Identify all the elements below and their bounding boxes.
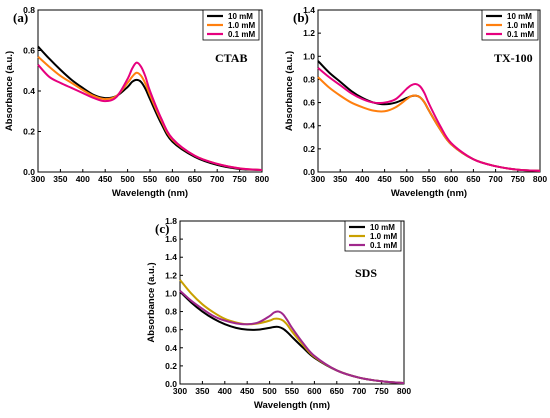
x-tick-label: 750 <box>375 386 389 396</box>
x-tick-label: 800 <box>255 174 269 184</box>
x-tick-label: 450 <box>240 386 254 396</box>
x-tick-label: 300 <box>311 174 325 184</box>
y-tick-label: 0.2 <box>23 127 35 137</box>
series-line-10-mM <box>317 60 541 172</box>
x-tick-label: 700 <box>210 174 224 184</box>
y-tick-label: 1.6 <box>165 234 177 244</box>
series-line-10-mM <box>179 290 405 385</box>
x-tick-label: 650 <box>466 174 480 184</box>
x-axis-label: Wavelength (nm) <box>112 188 188 199</box>
x-axis-label: Wavelength (nm) <box>254 400 330 411</box>
chart-panel-b: 300 350 400 450 500 550 600 650 700 750 800 0.0 0.2 0… <box>284 5 547 199</box>
x-tick-label: 400 <box>355 174 369 184</box>
x-tick-label: 450 <box>98 174 112 184</box>
y-axis-label: Absorbance (a.u.) <box>284 51 295 131</box>
y-tick-label: 0.0 <box>23 167 35 177</box>
x-tick-label: 400 <box>76 174 90 184</box>
y-axis-label: Absorbance (a.u.) <box>4 51 15 131</box>
y-tick-label: 0.8 <box>165 307 177 317</box>
y-tick-label: 0.4 <box>165 343 177 353</box>
x-tick-label: 800 <box>533 174 547 184</box>
surfactant-label: TX-100 <box>494 51 533 65</box>
x-tick-label: 550 <box>285 386 299 396</box>
y-tick-label: 0.0 <box>165 379 177 389</box>
x-tick-label: 750 <box>511 174 525 184</box>
series-line-1-0-mM <box>37 55 263 171</box>
x-tick-label: 300 <box>173 386 187 396</box>
series-line-1-0-mM <box>179 279 405 385</box>
x-tick-label: 800 <box>397 386 411 396</box>
x-tick-label: 550 <box>422 174 436 184</box>
y-tick-label: 1.0 <box>165 288 177 298</box>
x-tick-label: 500 <box>400 174 414 184</box>
surfactant-label: CTAB <box>215 51 247 65</box>
x-tick-label: 700 <box>489 174 503 184</box>
x-tick-label: 650 <box>188 174 202 184</box>
y-axis-label: Absorbance (a.u.) <box>146 262 157 342</box>
chart-panel-c: 300 350 400 450 500 550 600 650 700 750 800 0.0 0.2 0… <box>146 216 411 411</box>
legend: 10 mM1.0 mM0.1 mM <box>481 9 539 41</box>
x-tick-label: 750 <box>233 174 247 184</box>
x-tick-label: 500 <box>263 386 277 396</box>
x-tick-label: 350 <box>333 174 347 184</box>
y-tick-label: 0.2 <box>303 144 315 154</box>
legend-entry: 1.0 mM <box>370 232 397 241</box>
y-tick-label: 0.8 <box>23 5 35 15</box>
x-tick-label: 600 <box>165 174 179 184</box>
x-tick-label: 600 <box>307 386 321 396</box>
y-tick-label: 1.8 <box>165 216 177 226</box>
legend-entry: 0.1 mM <box>370 241 397 250</box>
x-tick-label: 450 <box>378 174 392 184</box>
y-tick-label: 1.0 <box>303 51 315 61</box>
y-tick-label: 0.4 <box>23 86 35 96</box>
y-tick-label: 0.0 <box>303 167 315 177</box>
x-tick-label: 700 <box>352 386 366 396</box>
panel-label: (b) <box>293 10 309 25</box>
legend: 10 mM1.0 mM0.1 mM <box>202 9 260 41</box>
y-tick-label: 0.6 <box>165 325 177 335</box>
y-tick-label: 0.4 <box>303 121 315 131</box>
x-tick-label: 500 <box>121 174 135 184</box>
legend-entry: 10 mM <box>507 12 532 21</box>
x-tick-label: 350 <box>195 386 209 396</box>
x-tick-label: 350 <box>53 174 67 184</box>
series-line-0-1-mM <box>37 61 263 171</box>
x-axis-label: Wavelength (nm) <box>391 188 467 199</box>
legend-entry: 1.0 mM <box>507 21 534 30</box>
legend-entry: 10 mM <box>228 12 253 21</box>
panel-label: (c) <box>155 221 169 236</box>
y-tick-label: 1.2 <box>165 270 177 280</box>
legend-entry: 10 mM <box>370 223 395 232</box>
legend-entry: 0.1 mM <box>507 30 534 39</box>
x-tick-label: 600 <box>444 174 458 184</box>
y-tick-label: 0.6 <box>23 46 35 56</box>
legend-entry: 1.0 mM <box>228 21 255 30</box>
panel-label: (a) <box>13 10 28 25</box>
y-tick-label: 0.2 <box>165 361 177 371</box>
x-tick-label: 300 <box>31 174 45 184</box>
y-tick-label: 0.6 <box>303 98 315 108</box>
x-tick-label: 400 <box>218 386 232 396</box>
x-tick-label: 550 <box>143 174 157 184</box>
x-tick-label: 650 <box>330 386 344 396</box>
surfactant-label: SDS <box>355 266 377 280</box>
legend-entry: 0.1 mM <box>228 30 255 39</box>
series-line-0-1-mM <box>317 67 541 172</box>
y-tick-label: 1.4 <box>165 252 177 262</box>
chart-panel-a: 300 350 400 450 500 550 600 650 700 750 800 0.0 0.2 0… <box>4 5 269 199</box>
series-line-0-1-mM <box>179 289 405 385</box>
y-tick-label: 1.4 <box>303 5 315 15</box>
y-tick-label: 1.2 <box>303 28 315 38</box>
legend: 10 mM1.0 mM0.1 mM <box>344 220 402 252</box>
y-tick-label: 0.8 <box>303 74 315 84</box>
